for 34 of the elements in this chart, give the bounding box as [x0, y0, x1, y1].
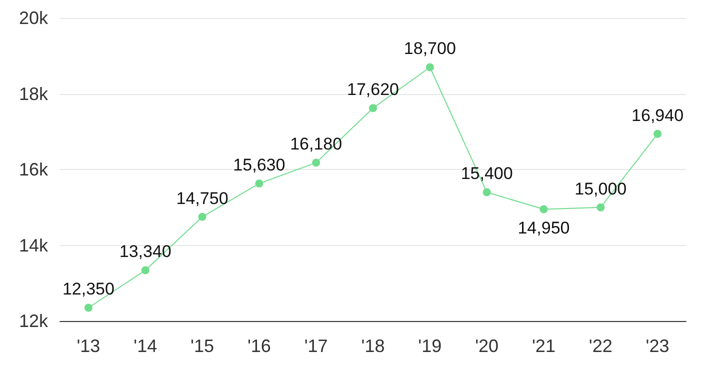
data-label: 14,750	[176, 188, 228, 208]
x-tick-label: '18	[361, 336, 385, 356]
x-tick-label: '17	[304, 336, 328, 356]
x-tick-label: '14	[134, 336, 158, 356]
point	[482, 188, 491, 196]
data-label: 18,700	[404, 39, 456, 58]
point	[426, 63, 434, 72]
y-tick-label: 12k	[18, 311, 49, 331]
point	[84, 304, 92, 312]
point	[654, 130, 662, 138]
point	[312, 158, 320, 167]
point	[255, 180, 264, 188]
x-tick-label: '22	[588, 336, 612, 356]
point	[596, 203, 605, 212]
y-tick-label: 20k	[18, 8, 49, 28]
x-tick-label: '13	[76, 336, 100, 356]
point	[369, 104, 377, 112]
point	[141, 266, 150, 274]
y-tick-label: 18k	[18, 84, 49, 104]
data-label: 16,940	[632, 106, 684, 125]
data-label: 12,350	[62, 280, 114, 299]
x-tick-label: '19	[418, 336, 442, 356]
y-tick-label: 14k	[18, 235, 49, 256]
point	[198, 212, 206, 221]
x-tick-label: '20	[475, 336, 499, 356]
x-tick-label: '23	[646, 336, 670, 356]
x-tick-label: '21	[532, 336, 556, 356]
point	[540, 205, 548, 214]
data-label: 17,620	[347, 80, 399, 100]
data-label: 14,950	[518, 218, 570, 238]
x-tick-label: '16	[247, 336, 271, 356]
data-label: 15,630	[233, 156, 286, 175]
y-tick-label: 16k	[18, 160, 49, 180]
x-tick-label: '15	[190, 336, 214, 356]
